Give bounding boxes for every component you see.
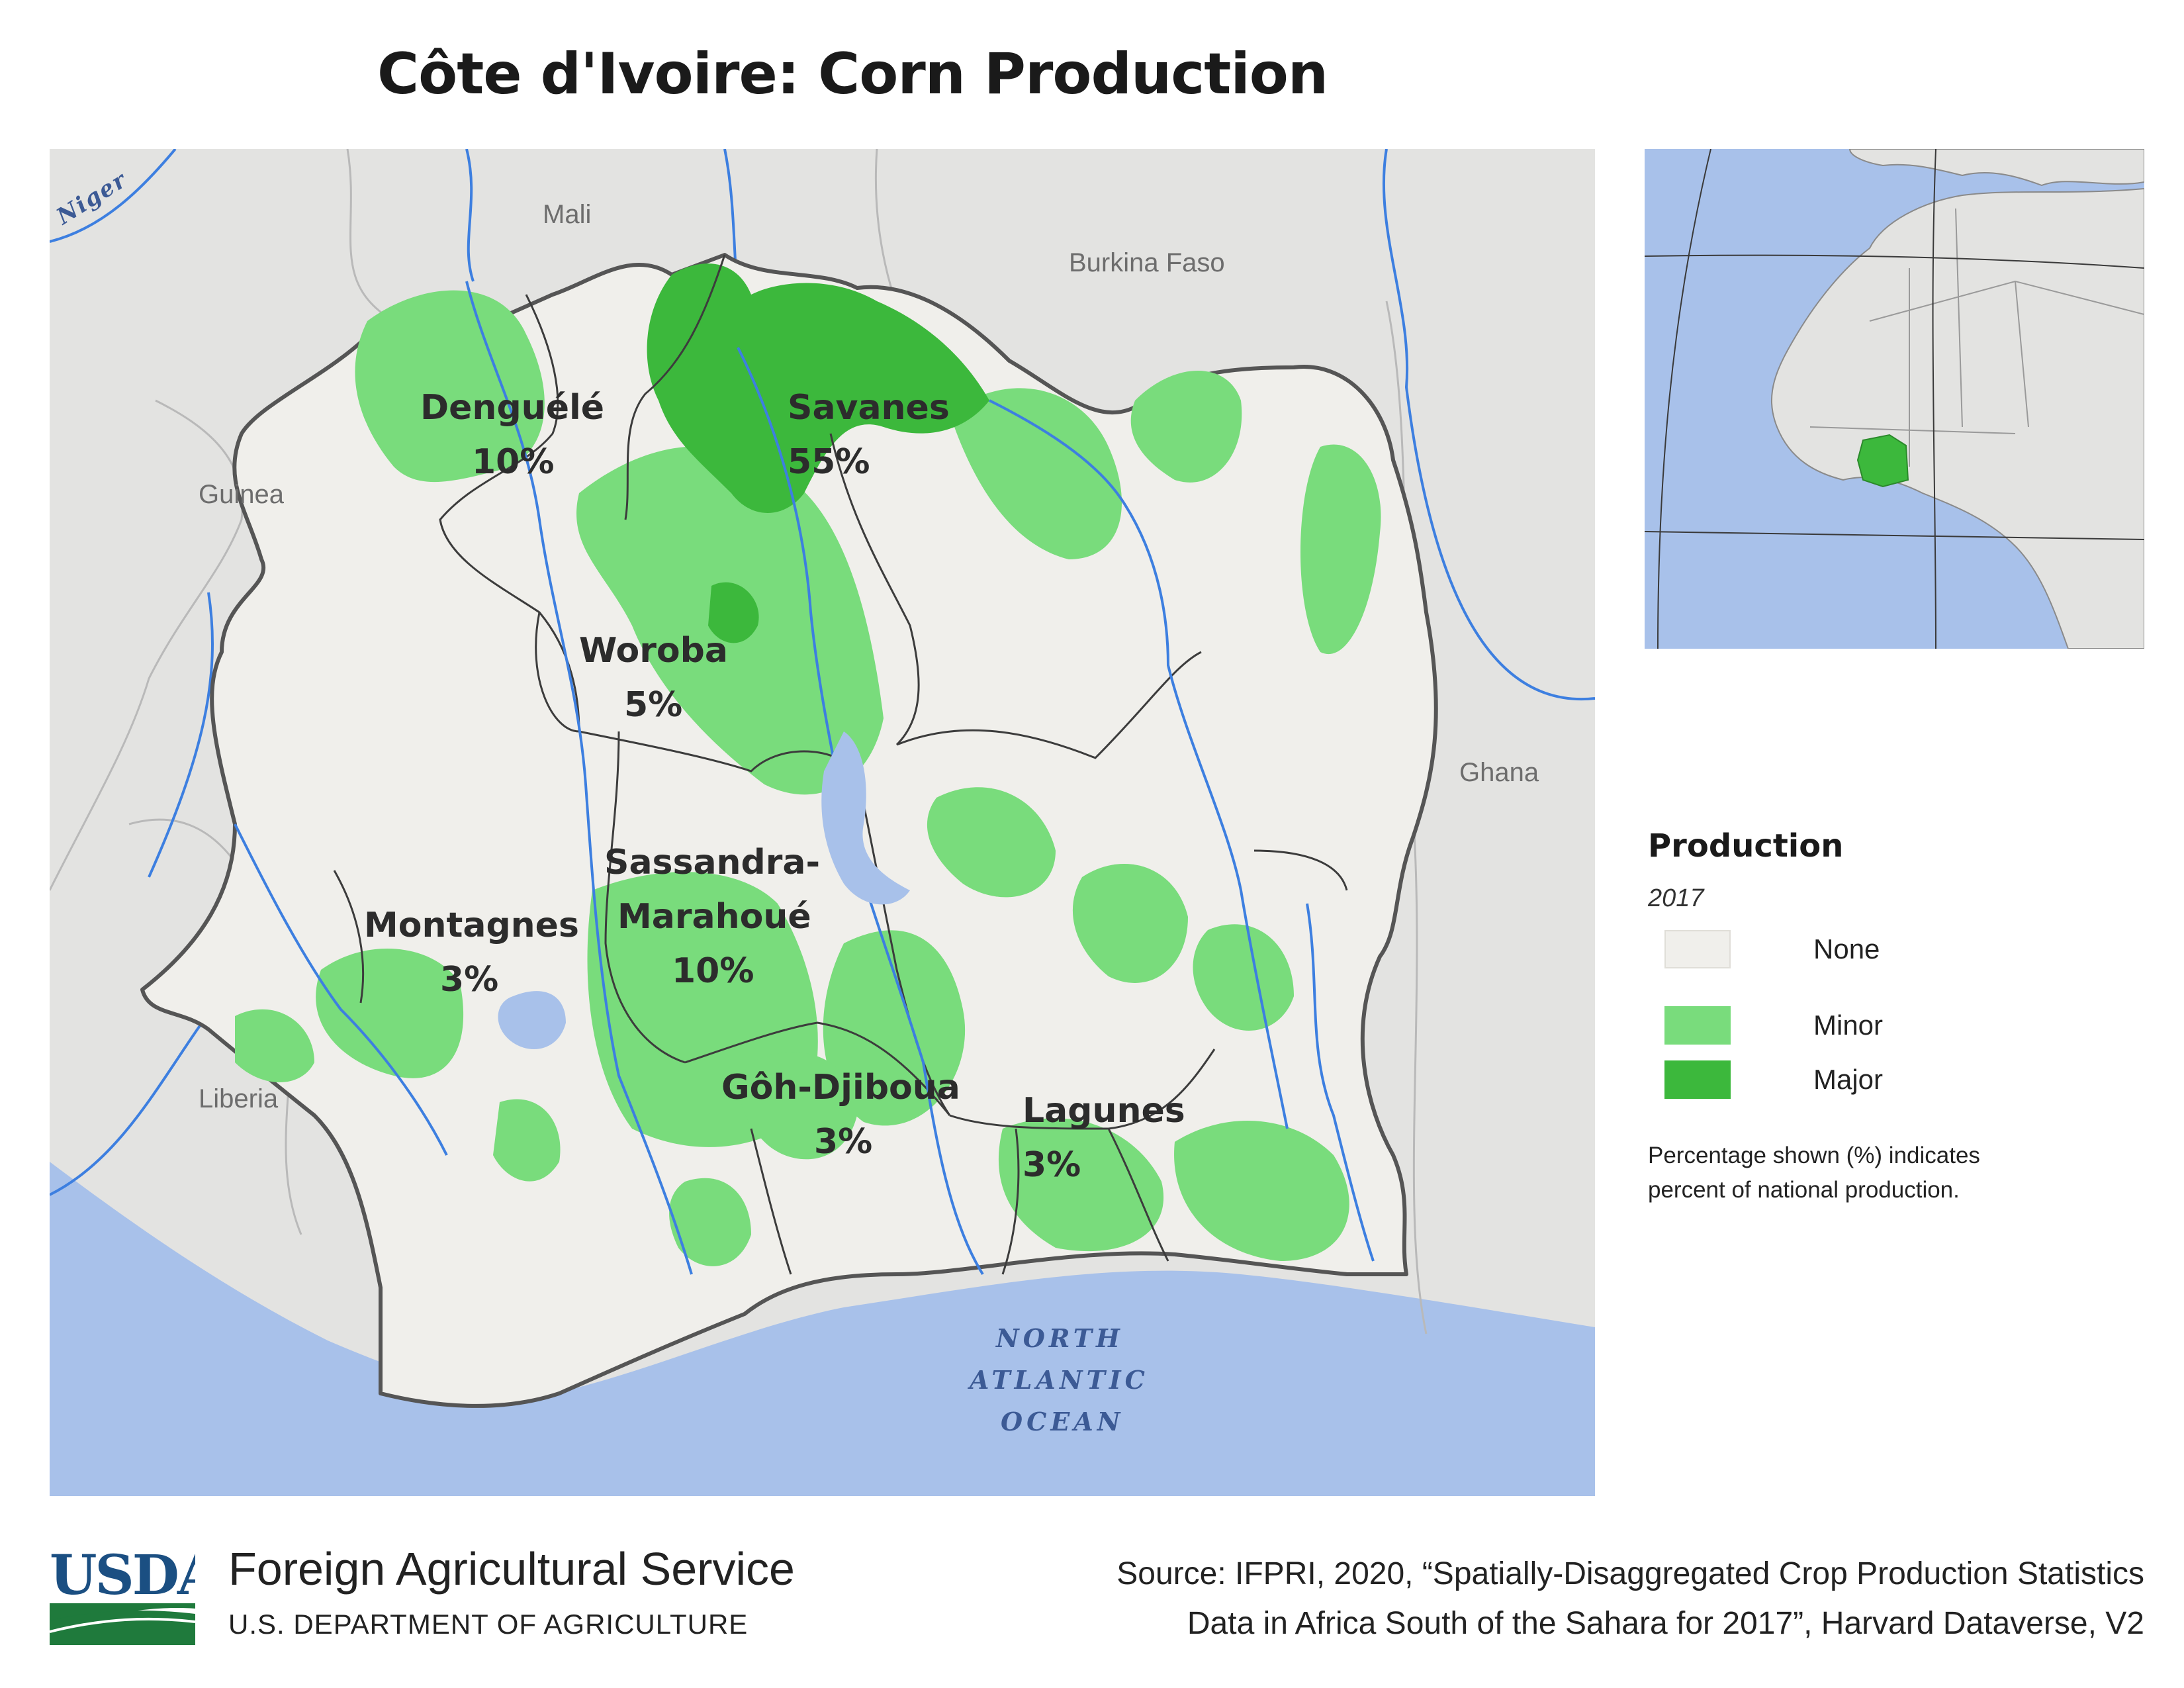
inset-borders <box>1809 208 2144 467</box>
ocean-label-line2: ATLANTIC <box>968 1365 1149 1395</box>
usda-logo: USDA <box>50 1544 195 1645</box>
region-boundaries <box>333 254 1348 1275</box>
region-share-montagnes: 3% <box>440 960 498 1000</box>
legend-item-major: Major <box>1664 1060 1883 1099</box>
region-share-lagunes: 3% <box>1023 1145 1081 1185</box>
legend-note-line1: Percentage shown (%) indicates <box>1648 1143 1980 1168</box>
inset-locator-map <box>1645 149 2144 649</box>
country-label-guinea: Guinea <box>199 480 285 509</box>
cote-divoire-outline <box>140 253 1438 1408</box>
inset-cote-divoire-highlight <box>1856 434 1909 488</box>
country-label-ghana: Ghana <box>1459 758 1539 787</box>
legend-title: Production <box>1648 827 1844 865</box>
region-name-montagnes: Montagnes <box>364 906 579 945</box>
ocean-label-line3: OCEAN <box>1001 1407 1124 1436</box>
minor-production-areas <box>235 290 1381 1266</box>
ocean-label-line1: NORTH <box>995 1323 1124 1353</box>
region-share-savanes: 55% <box>788 442 870 482</box>
legend: Production 2017 None Minor Major Percent… <box>1648 827 2177 1203</box>
legend-item-none: None <box>1664 930 1880 968</box>
legend-item-minor: Minor <box>1664 1006 1883 1045</box>
source-citation: Source: IFPRI, 2020, “Spatially-Disaggre… <box>887 1549 2144 1648</box>
region-share-woroba: 5% <box>624 685 682 725</box>
region-share-denguele: 10% <box>472 442 554 482</box>
country-label-liberia: Liberia <box>199 1084 279 1113</box>
legend-swatch-major <box>1664 1060 1731 1099</box>
legend-note-line2: percent of national production. <box>1648 1177 1960 1203</box>
country-label-burkina-faso: Burkina Faso <box>1069 248 1225 277</box>
region-share-goh-djiboua: 3% <box>814 1122 872 1162</box>
region-name-woroba: Woroba <box>579 631 728 671</box>
region-name-goh-djiboua: Gôh-Djiboua <box>721 1068 960 1107</box>
legend-note: Percentage shown (%) indicates percent o… <box>1648 1139 1980 1207</box>
legend-label-none: None <box>1813 933 1880 964</box>
country-label-mali: Mali <box>543 200 591 229</box>
usda-logo-stripe <box>50 1617 195 1633</box>
agency-name: Foreign Agricultural Service <box>228 1543 795 1595</box>
legend-swatch-none <box>1664 930 1731 968</box>
inset-africa <box>1771 187 2144 649</box>
lake-buyo <box>498 991 566 1049</box>
source-line1: Source: IFPRI, 2020, “Spatially-Disaggre… <box>1116 1556 2144 1591</box>
source-line2: Data in Africa South of the Sahara for 2… <box>1187 1606 2144 1641</box>
region-name-lagunes: Lagunes <box>1023 1091 1185 1131</box>
legend-label-minor: Minor <box>1813 1009 1884 1041</box>
legend-swatch-minor <box>1664 1006 1731 1045</box>
region-name-marahoue: Marahoué <box>617 897 811 937</box>
inset-europe <box>1848 149 2144 187</box>
region-share-sassandra-marahoue: 10% <box>672 951 754 991</box>
usda-logo-field-1 <box>50 1603 195 1628</box>
inset-graticule <box>1645 149 2144 649</box>
major-production-areas <box>647 263 989 643</box>
region-name-sassandra: Sassandra- <box>604 843 820 882</box>
lake-kossou <box>821 731 910 905</box>
usda-logo-text: USDA <box>50 1544 195 1607</box>
department-name: U.S. DEPARTMENT OF AGRICULTURE <box>228 1609 749 1640</box>
legend-year: 2017 <box>1648 884 1704 912</box>
legend-label-major: Major <box>1813 1064 1884 1095</box>
region-name-denguele: Denguélé <box>420 388 604 428</box>
main-map: Mali Burkina Faso Guinea Ghana Liberia N… <box>50 149 1595 1496</box>
region-name-savanes: Savanes <box>788 388 950 428</box>
ocean <box>50 1162 1595 1496</box>
map-title: Côte d'Ivoire: Corn Production <box>377 41 1328 107</box>
